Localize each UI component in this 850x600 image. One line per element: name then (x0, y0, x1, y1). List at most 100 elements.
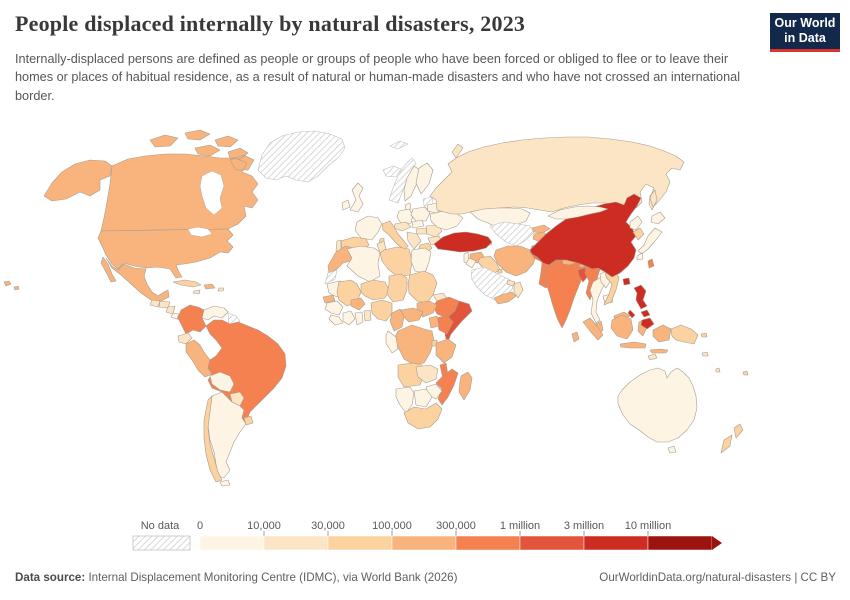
legend-bin-10k-30k[interactable] (263, 535, 329, 551)
country-tanzania[interactable] (435, 338, 457, 364)
country-fiji[interactable] (742, 370, 749, 376)
country-united-arab-emirates[interactable] (506, 279, 516, 287)
lake-great-lakes (187, 226, 213, 238)
country-north-korea[interactable] (629, 215, 643, 231)
country-guatemala[interactable] (149, 299, 161, 308)
country-algeria[interactable] (346, 245, 381, 283)
country-peru[interactable] (185, 339, 213, 378)
country-turkey[interactable] (433, 231, 493, 253)
legend-no-data-swatch[interactable] (132, 535, 191, 551)
country-madagascar[interactable] (458, 371, 473, 401)
country-kuwait[interactable] (497, 268, 503, 274)
country-mongolia[interactable] (547, 205, 609, 220)
legend-bin-3m-10m[interactable] (583, 535, 649, 551)
country-burkina-faso[interactable] (350, 297, 366, 311)
country-chile[interactable] (203, 395, 223, 483)
country-libya[interactable] (379, 246, 413, 278)
country-kenya[interactable] (436, 314, 454, 335)
country-turkmenistan-uzbekistan[interactable] (489, 221, 535, 247)
country-taiwan[interactable] (647, 258, 655, 269)
country-sierra-leone-liberia[interactable] (328, 314, 344, 326)
country-south-korea[interactable] (632, 227, 645, 241)
country-botswana[interactable] (413, 388, 433, 408)
country-puerto-rico[interactable] (217, 287, 225, 292)
country-sweden[interactable] (403, 165, 421, 202)
country-oman[interactable] (513, 281, 524, 299)
country-germany[interactable] (396, 208, 414, 226)
country-iraq[interactable] (477, 255, 501, 275)
page-footer: Data source: Internal Displacement Monit… (15, 571, 836, 584)
country-egypt[interactable] (410, 247, 432, 274)
country-chad[interactable] (386, 273, 408, 303)
country-kyrgyzstan[interactable] (531, 224, 551, 234)
country-senegal[interactable] (322, 294, 336, 304)
country-papua-new-guinea[interactable] (670, 324, 708, 345)
country-yemen[interactable] (493, 291, 517, 305)
country-united-states[interactable] (3, 159, 234, 291)
country-iran[interactable] (493, 245, 537, 277)
country-saudi-arabia[interactable] (470, 266, 514, 301)
country-congo-gabon[interactable] (385, 330, 399, 354)
country-jordan[interactable] (465, 257, 477, 269)
legend-bin-100k-300k[interactable] (391, 535, 457, 551)
country-france[interactable] (354, 215, 383, 241)
country-nigeria[interactable] (370, 299, 393, 322)
country-bolivia[interactable] (209, 371, 235, 393)
country-dr-congo[interactable] (393, 324, 435, 366)
country-ireland[interactable] (341, 199, 351, 211)
country-kazakhstan[interactable] (469, 207, 531, 228)
country-russia[interactable] (429, 136, 685, 215)
country-togo-benin[interactable] (363, 309, 372, 322)
legend-bin-10m[interactable] (647, 535, 713, 551)
country-iceland[interactable] (382, 165, 402, 178)
country-vanuatu[interactable] (715, 367, 721, 373)
country-indonesia[interactable] (582, 314, 672, 354)
country-hungary[interactable] (415, 227, 428, 235)
legend-bin-30k-100k[interactable] (327, 535, 393, 551)
country-japan[interactable] (636, 211, 666, 261)
country-denmark[interactable] (404, 202, 412, 211)
country-colombia[interactable] (177, 304, 207, 335)
country-namibia[interactable] (395, 386, 415, 414)
country-western-sahara[interactable] (324, 269, 338, 285)
country-zambia[interactable] (415, 364, 439, 384)
country-mexico[interactable] (100, 256, 170, 302)
country-uganda[interactable] (428, 315, 440, 329)
country-hispaniola[interactable] (203, 283, 216, 290)
country-cameroon[interactable] (389, 308, 405, 332)
country-greenland[interactable] (257, 130, 346, 183)
country-cuba[interactable] (172, 279, 202, 288)
country-jamaica[interactable] (192, 289, 201, 295)
country-south-africa[interactable] (403, 402, 443, 430)
country-new-zealand[interactable] (720, 423, 744, 454)
country-united-kingdom[interactable] (349, 182, 364, 213)
country-poland[interactable] (410, 206, 431, 222)
country-svalbard[interactable] (389, 140, 409, 150)
country-argentina[interactable] (207, 391, 247, 487)
country-venezuela[interactable] (201, 305, 229, 321)
country-balkans[interactable] (406, 231, 422, 250)
country-sri-lanka[interactable] (571, 331, 580, 343)
country-solomon-islands[interactable] (701, 351, 709, 357)
country-canada[interactable] (100, 129, 259, 232)
country-timor-leste[interactable] (647, 353, 658, 361)
legend-bin-1m-3m[interactable] (519, 535, 585, 551)
country-guinea[interactable] (324, 300, 344, 316)
country-ivory-coast[interactable] (342, 310, 356, 326)
lakes-layer (187, 170, 225, 238)
country-philippines[interactable] (627, 284, 655, 330)
country-mozambique[interactable] (435, 368, 459, 406)
country-ecuador[interactable] (177, 332, 193, 345)
country-australia[interactable] (617, 367, 698, 454)
legend-bin-0-10k[interactable] (199, 535, 265, 551)
country-norway[interactable] (388, 157, 417, 204)
country-ghana[interactable] (354, 311, 364, 326)
footer-link[interactable]: OurWorldinData.org/natural-disasters | C… (599, 571, 836, 584)
country-niger[interactable] (360, 279, 390, 301)
country-finland[interactable] (415, 162, 434, 195)
legend-bin-300k-1m[interactable] (455, 535, 521, 551)
country-czechia-slovakia[interactable] (411, 219, 425, 229)
legend-arrow-tip (712, 536, 722, 550)
owid-logo[interactable]: Our World in Data (770, 13, 840, 52)
country-sudan[interactable] (407, 270, 438, 304)
